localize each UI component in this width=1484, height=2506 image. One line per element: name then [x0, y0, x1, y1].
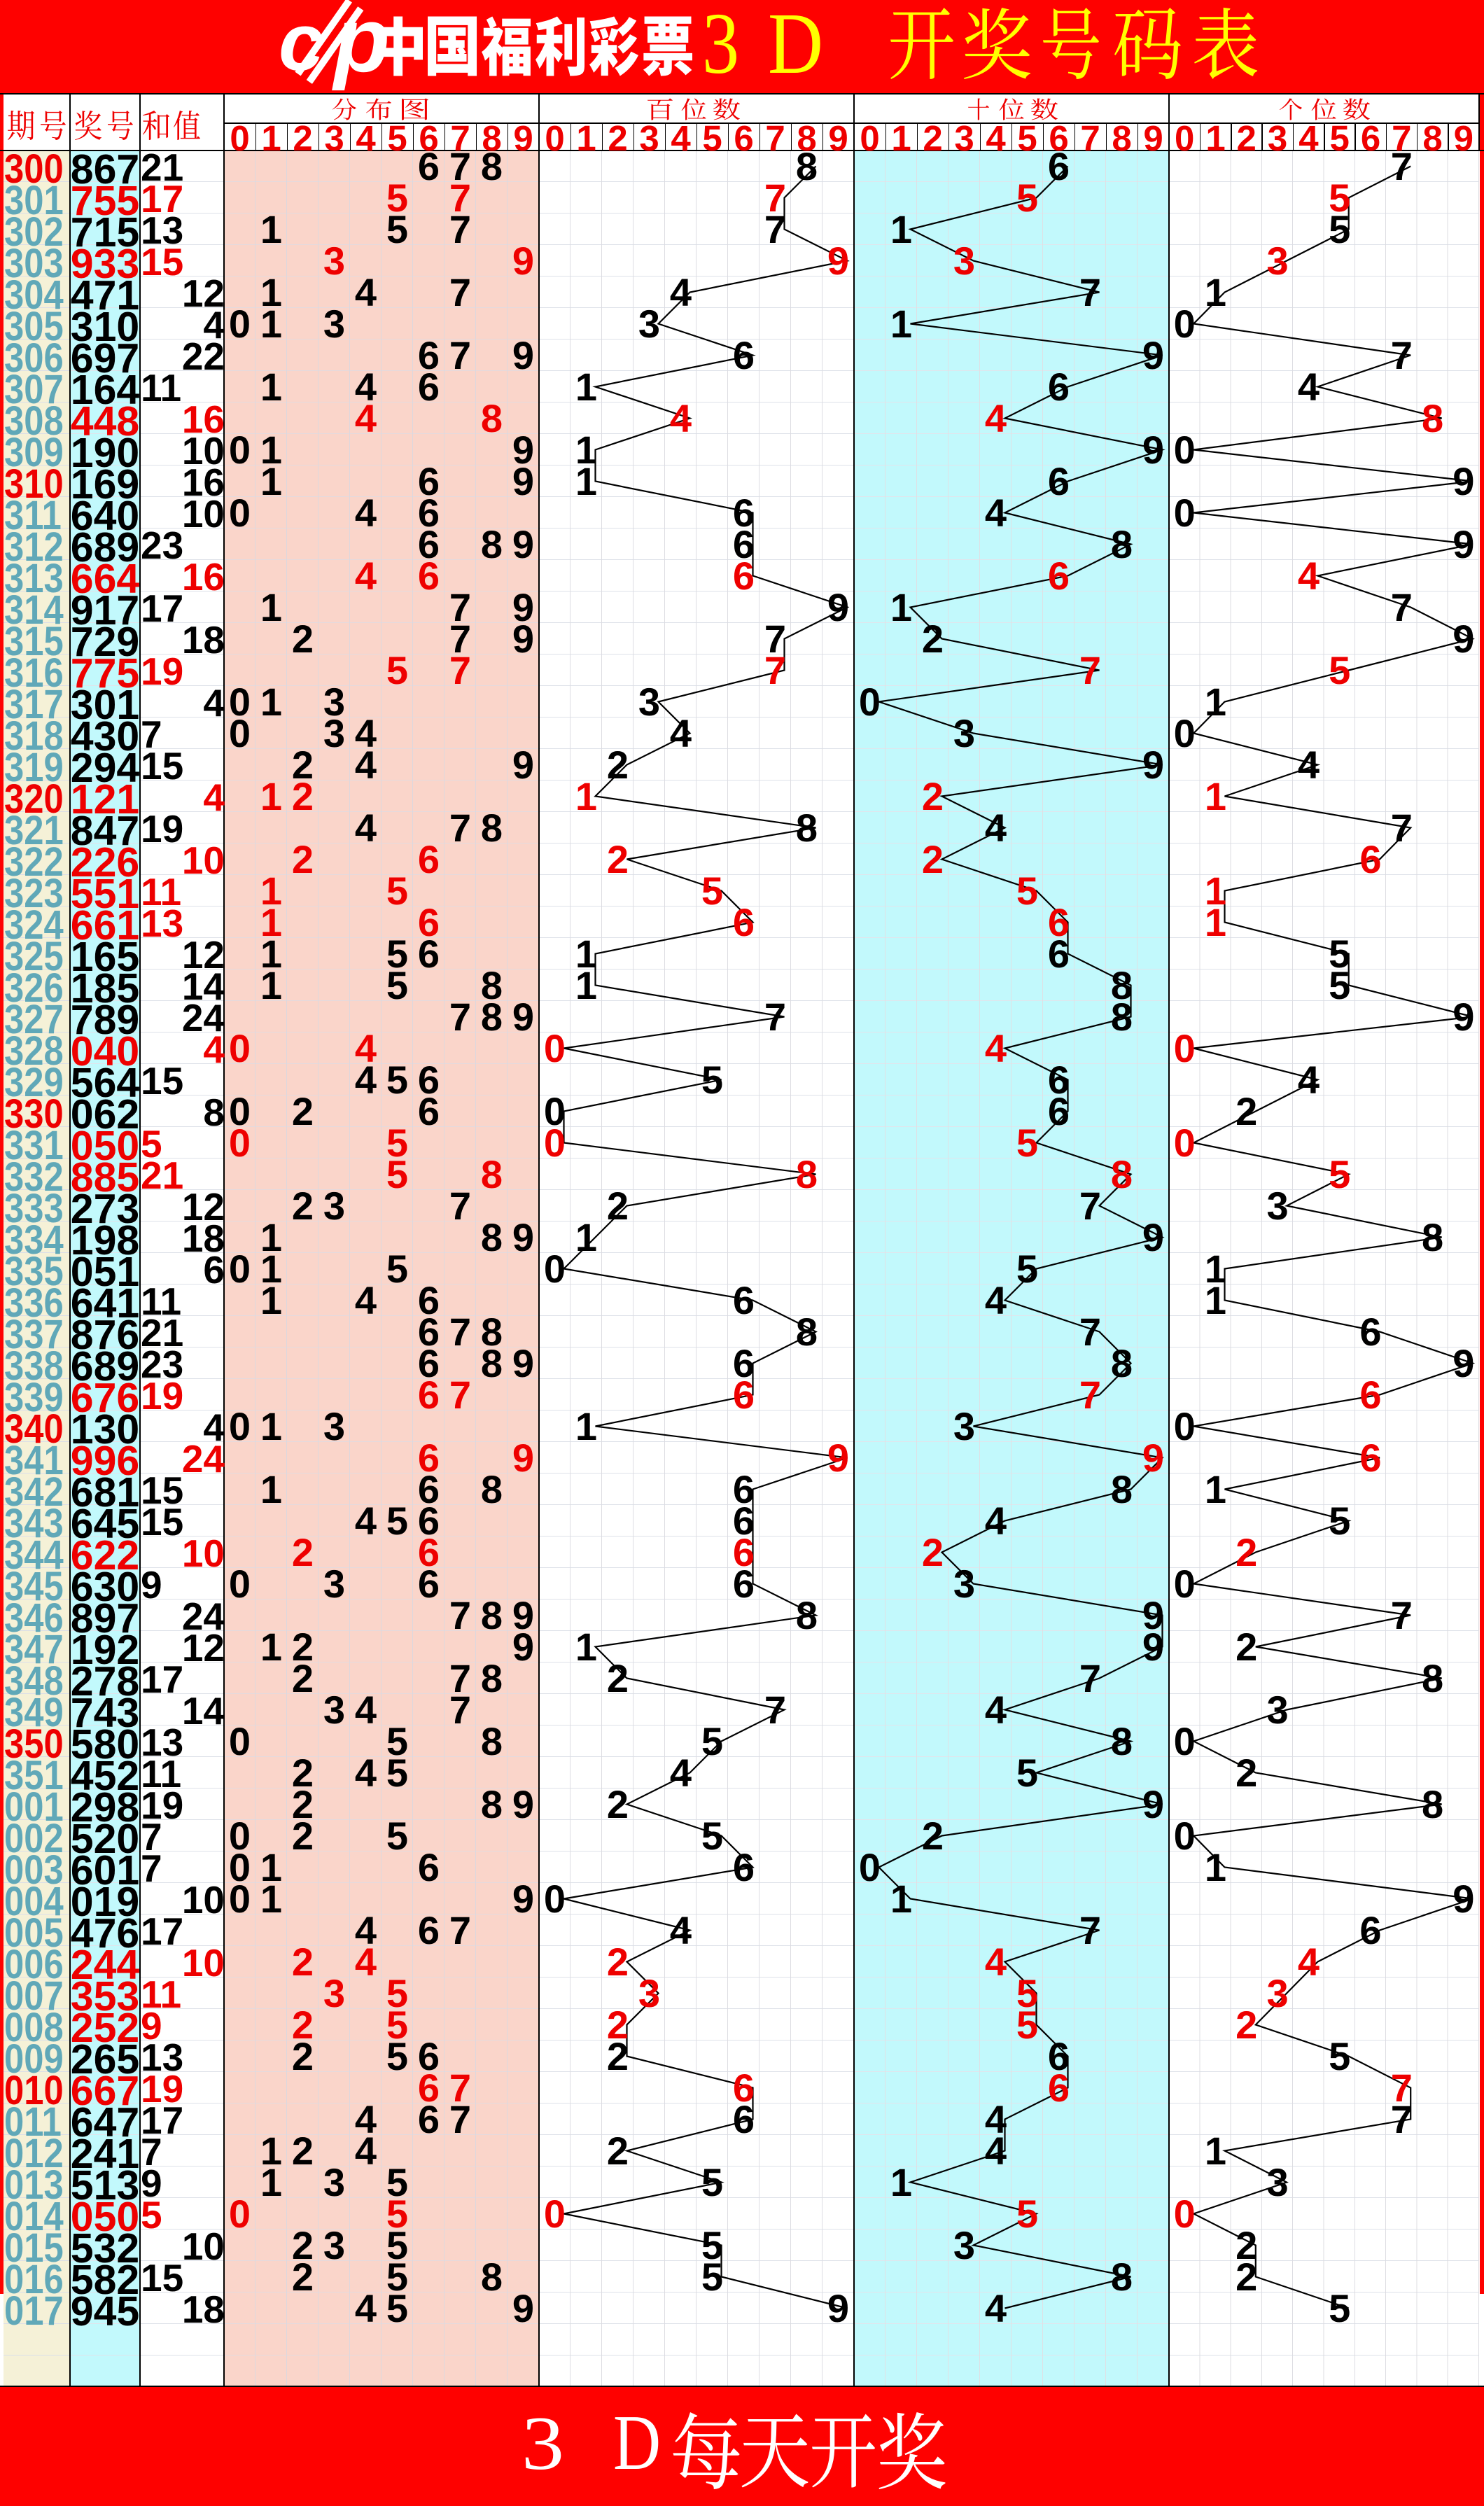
svg-text:3: 3: [702, 0, 739, 92]
svg-text:3: 3: [522, 2401, 564, 2486]
svg-text:D: D: [613, 2400, 661, 2486]
svg-text:D: D: [768, 0, 823, 92]
